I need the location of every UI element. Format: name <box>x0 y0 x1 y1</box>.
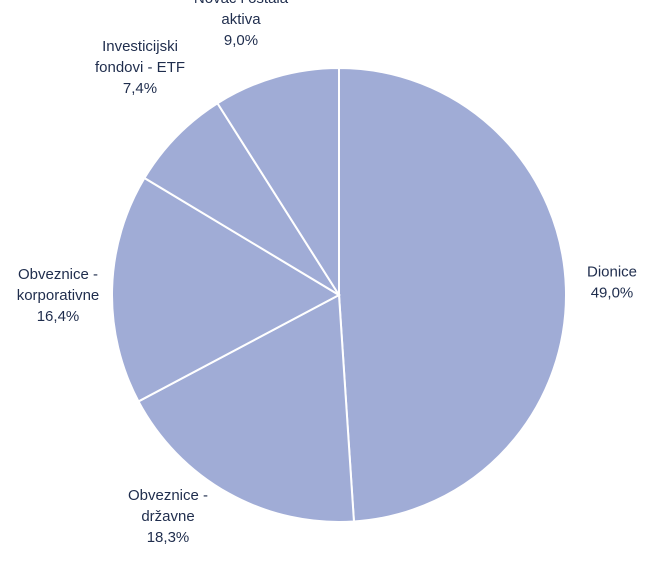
pie-slices <box>111 66 567 523</box>
slice-name-label: Dionice <box>587 264 637 281</box>
slice-name-label: Novac i ostala <box>194 0 289 7</box>
slice-label: Obveznice - korporativne 16,4% <box>17 266 100 325</box>
slice-value-label: 7,4% <box>123 80 157 97</box>
slice-name-label: državne <box>141 508 194 525</box>
slice-name-label: Obveznice - <box>128 487 208 504</box>
pie-labels: Dionice 49,0%Obveznice -državne 18,3%Obvez… <box>17 0 637 546</box>
slice-label: Dionice 49,0% <box>587 264 637 302</box>
slice-value-label: 16,4% <box>37 308 80 325</box>
slice-value-label: 9,0% <box>224 32 258 49</box>
slice-value-label: 49,0% <box>591 285 634 302</box>
slice-name-label: korporativne <box>17 287 100 304</box>
slice-label: Investicijski fondovi - ETF 7,4% <box>95 38 185 97</box>
pie-slice <box>338 66 567 523</box>
slice-value-label: 18,3% <box>147 529 190 546</box>
pie-slice <box>143 101 340 296</box>
slice-label: Novac i ostala aktiva 9,0% <box>194 0 289 49</box>
slice-name-label: Obveznice - <box>18 266 98 283</box>
slice-label: Obveznice - državne 18,3% <box>128 487 208 546</box>
pie-slice <box>216 66 340 299</box>
slice-name-label: aktiva <box>221 11 261 28</box>
slice-name-label: fondovi - ETF <box>95 59 185 76</box>
pie-slice <box>111 176 342 403</box>
slice-name-label: Investicijski <box>102 38 178 55</box>
pie-slice <box>137 293 356 523</box>
